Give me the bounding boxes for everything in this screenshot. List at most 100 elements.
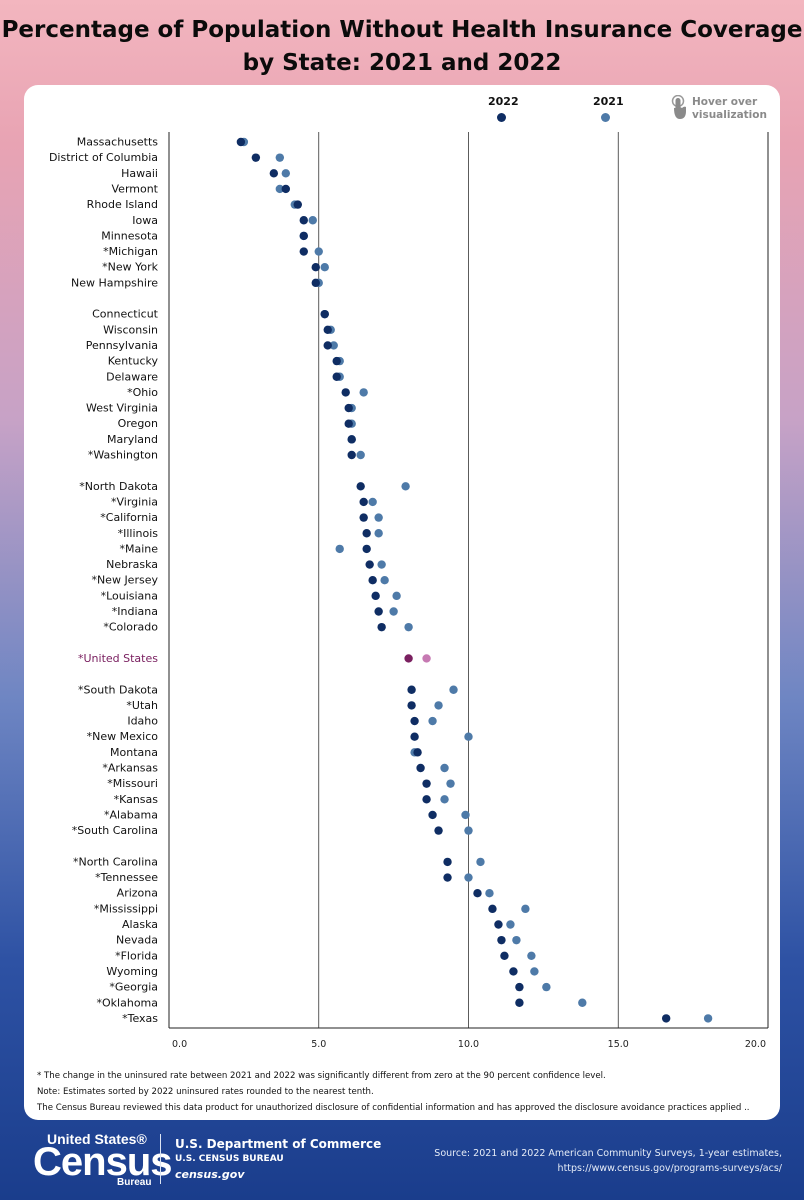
point-2021[interactable] [422,654,431,663]
point-2022[interactable] [299,247,308,256]
point-2022[interactable] [500,951,509,960]
point-2021[interactable] [434,701,443,710]
point-2022[interactable] [359,513,368,522]
point-2021[interactable] [464,732,473,741]
point-2022[interactable] [311,278,320,288]
point-2021[interactable] [374,529,383,538]
point-2021[interactable] [521,904,530,914]
point-2022[interactable] [497,935,506,945]
point-2022[interactable] [488,904,497,914]
point-2022[interactable] [515,982,524,992]
point-2021[interactable] [392,591,401,601]
point-2021[interactable] [275,153,285,162]
point-2022[interactable] [356,482,365,491]
point-2021[interactable] [440,795,449,804]
point-2022[interactable] [344,419,353,428]
point-2022[interactable] [368,576,377,585]
census-gov-link[interactable]: census.gov [175,1168,245,1181]
point-2021[interactable] [485,889,494,898]
point-2022[interactable] [494,920,503,929]
point-2022[interactable] [515,998,524,1007]
point-2021[interactable] [275,184,285,194]
point-2021[interactable] [461,810,470,820]
point-2022[interactable] [347,450,356,460]
point-2021[interactable] [578,998,587,1007]
point-2021[interactable] [389,607,398,616]
point-2022[interactable] [410,716,419,726]
point-2021[interactable] [512,935,521,945]
point-2021[interactable] [440,763,449,773]
point-2021[interactable] [359,388,368,397]
point-2022[interactable] [299,216,308,225]
source-line-2[interactable]: https://www.census.gov/programs-surveys/… [557,1163,782,1174]
point-2022[interactable] [269,169,279,178]
point-2022[interactable] [362,544,371,554]
point-2022[interactable] [428,810,437,820]
point-2021[interactable] [530,967,539,976]
point-2022[interactable] [320,309,329,319]
point-2022[interactable] [365,560,374,569]
point-2021[interactable] [428,716,437,726]
point-2021[interactable] [449,685,458,694]
point-2022[interactable] [299,231,308,241]
point-2021[interactable] [329,341,338,350]
state-label: *Maine [119,542,158,555]
point-2021[interactable] [380,576,389,585]
point-2022[interactable] [311,263,320,272]
point-2022[interactable] [359,497,368,507]
point-2021[interactable] [542,982,551,992]
point-2021[interactable] [464,873,473,882]
point-2021[interactable] [356,450,365,460]
state-label: *Virginia [111,495,158,508]
point-2022[interactable] [422,779,431,788]
hover-hint[interactable]: Hover over visualization [671,95,767,125]
point-2022[interactable] [509,967,518,976]
point-2021[interactable] [401,482,410,491]
point-2022[interactable] [323,341,332,350]
point-2022[interactable] [416,763,425,773]
state-label: Wyoming [106,965,158,978]
state-label: Connecticut [92,308,159,321]
point-2022[interactable] [293,200,302,209]
point-2022[interactable] [473,889,482,898]
point-2021[interactable] [374,513,383,522]
point-2021[interactable] [314,247,323,256]
point-2022[interactable] [251,153,261,162]
point-2022[interactable] [443,857,452,867]
point-2022[interactable] [347,435,356,444]
point-2022[interactable] [407,685,416,694]
point-2022[interactable] [323,325,332,334]
point-2021[interactable] [446,779,455,788]
point-2022[interactable] [332,372,341,381]
point-2021[interactable] [368,497,377,507]
point-2022[interactable] [422,795,431,804]
point-2021[interactable] [335,544,344,554]
point-2021[interactable] [404,622,413,632]
point-2022[interactable] [374,607,383,616]
point-2022[interactable] [377,622,386,632]
point-2022[interactable] [362,529,371,538]
point-2022[interactable] [443,873,452,882]
point-2021[interactable] [320,263,329,272]
point-2021[interactable] [527,951,536,960]
point-2022[interactable] [332,356,341,366]
point-2021[interactable] [703,1014,713,1023]
point-2022[interactable] [236,137,246,147]
point-2022[interactable] [404,654,413,663]
point-2022[interactable] [410,732,419,741]
point-2022[interactable] [413,748,422,757]
point-2022[interactable] [371,591,380,601]
point-2021[interactable] [464,826,473,835]
point-2021[interactable] [476,857,485,867]
point-2022[interactable] [344,403,353,413]
point-2021[interactable] [281,169,291,178]
point-2022[interactable] [661,1014,671,1023]
point-2022[interactable] [434,826,443,835]
point-2021[interactable] [308,216,317,225]
point-2021[interactable] [506,920,515,929]
point-2021[interactable] [377,560,386,569]
point-2022[interactable] [407,701,416,710]
point-2022[interactable] [341,388,350,397]
point-2022[interactable] [281,184,291,194]
